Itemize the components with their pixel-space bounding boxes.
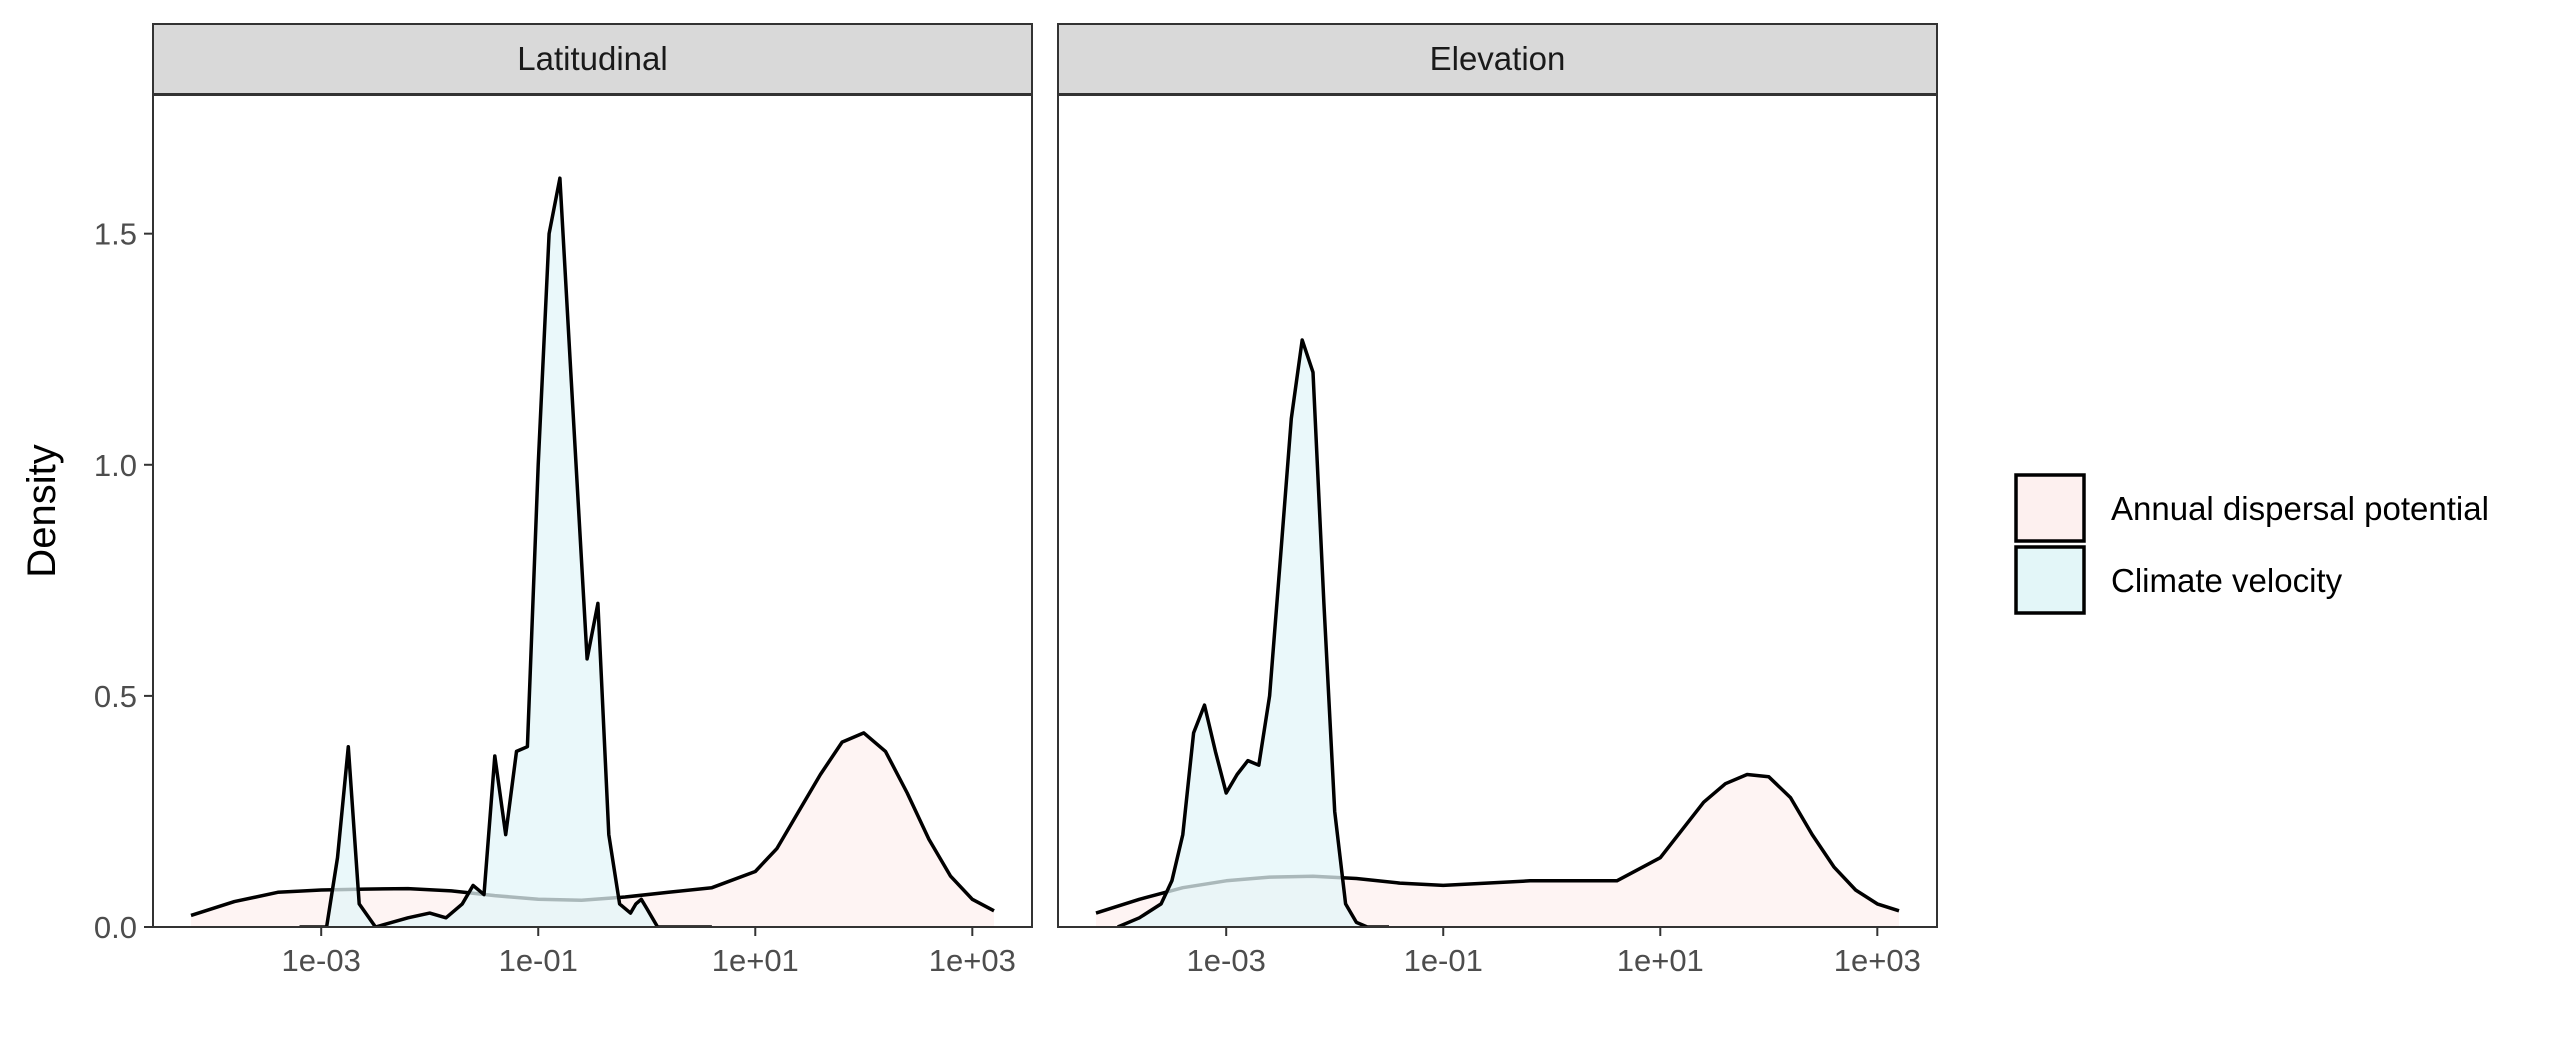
x-tick-label-1-1: 1e-01 xyxy=(1404,943,1483,978)
y-tick-label-0: 0.0 xyxy=(94,910,137,945)
facet-strip-0 xyxy=(152,23,1033,95)
facet-title-1: Elevation xyxy=(1430,40,1566,77)
y-tick-label-1: 0.5 xyxy=(94,679,137,714)
density-series-group-1 xyxy=(1095,338,1900,927)
facet-strip-1 xyxy=(1057,23,1938,95)
legend-label-1: Climate velocity xyxy=(2111,562,2343,599)
x-tick-label-1-3: 1e+03 xyxy=(1834,943,1921,978)
facet-title-0: Latitudinal xyxy=(517,40,667,77)
density-series-group-0 xyxy=(190,176,995,927)
legend-key-0 xyxy=(2014,473,2086,543)
x-tick-label-0-1: 1e-01 xyxy=(499,943,578,978)
x-tick-label-0-2: 1e+01 xyxy=(712,943,799,978)
x-tick-label-1-2: 1e+01 xyxy=(1617,943,1704,978)
y-tick-label-3: 1.5 xyxy=(94,217,137,252)
y-axis-title: Density xyxy=(20,444,64,577)
x-tick-label-0-0: 1e-03 xyxy=(282,943,361,978)
y-tick-label-2: 1.0 xyxy=(94,448,137,483)
x-tick-label-1-0: 1e-03 xyxy=(1187,943,1266,978)
density-area-1-1 xyxy=(1117,340,1389,927)
density-line-0-1 xyxy=(299,176,712,927)
density-area-0-1 xyxy=(299,178,712,927)
legend-label-0: Annual dispersal potential xyxy=(2111,490,2489,527)
panel-border-0 xyxy=(152,94,1033,928)
panel-border-1 xyxy=(1057,94,1938,928)
density-line-0-0 xyxy=(190,731,995,918)
legend-key-1 xyxy=(2014,545,2086,615)
density-area-0-0 xyxy=(191,732,994,927)
density-line-1-1 xyxy=(1117,338,1389,927)
x-tick-label-0-3: 1e+03 xyxy=(929,943,1016,978)
